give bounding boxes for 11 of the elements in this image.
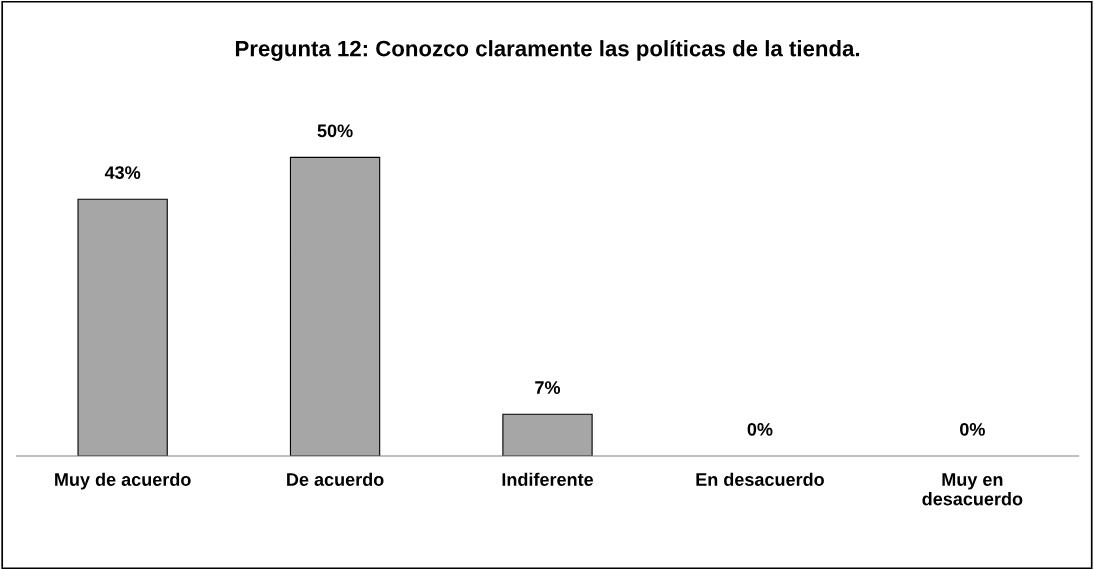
x-tick-label: En desacuerdo [696, 472, 824, 486]
x-tick-label: Muy en desacuerdo [922, 473, 1023, 506]
data-label: 0% [747, 422, 773, 436]
x-tick-label: Muy de acuerdo [55, 472, 191, 490]
data-label: 0% [960, 422, 985, 436]
data-label: 7% [535, 381, 561, 394]
data-label: 43% [104, 166, 141, 180]
data-label: 50% [317, 124, 353, 138]
chart-title: Pregunta 12: Conozco claramente las políticas de la tienda. [235, 39, 860, 61]
x-tick-label: De acuerdo [287, 472, 384, 486]
x-tick-label: Indiferente [502, 472, 594, 486]
